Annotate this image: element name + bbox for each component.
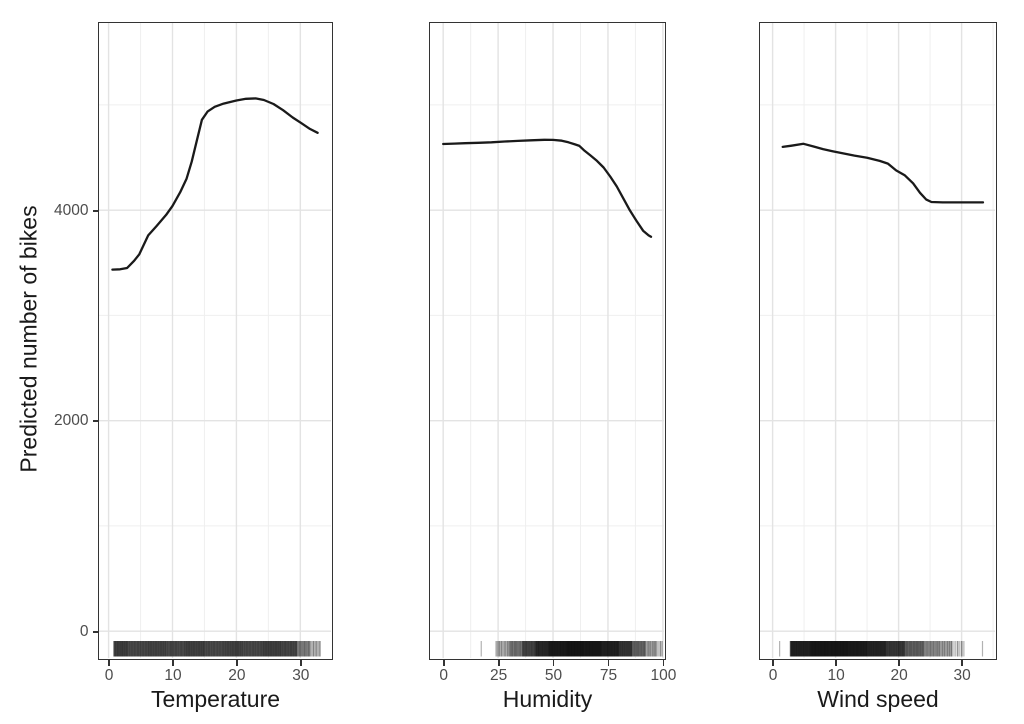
pdp-curve	[111, 97, 319, 271]
x-axis-tick	[772, 660, 774, 666]
x-tick-label: 25	[489, 666, 508, 684]
x-tick-label: 0	[104, 666, 114, 684]
pdp-curve	[781, 142, 985, 204]
x-axis-title-temperature: Temperature	[150, 686, 281, 712]
x-axis-title-humidity: Humidity	[502, 686, 593, 712]
x-axis-tick	[607, 660, 610, 666]
y-axis-tick	[92, 420, 98, 423]
x-axis-title-wind-speed: Wind speed	[817, 686, 939, 712]
x-axis-tick	[236, 660, 238, 666]
y-axis-tick	[92, 630, 98, 633]
x-tick-label: 50	[544, 666, 563, 684]
x-tick-label: 20	[228, 666, 246, 684]
x-tick-label: 20	[890, 666, 908, 684]
panel-humidity	[429, 22, 666, 660]
y-axis-tick	[92, 209, 98, 212]
x-axis-tick	[662, 660, 665, 666]
x-axis-tick	[442, 660, 445, 666]
y-tick-label: 2000	[54, 412, 89, 430]
plot-area-svg	[760, 23, 995, 658]
x-tick-label: 100	[650, 666, 677, 684]
x-tick-label: 10	[164, 666, 182, 684]
plot-area-svg	[430, 23, 664, 658]
x-axis-tick	[898, 660, 900, 666]
pdp-curve	[442, 138, 653, 238]
x-tick-label: 0	[439, 666, 448, 684]
x-axis-tick	[552, 660, 555, 666]
y-tick-label: 4000	[54, 201, 89, 219]
x-axis-tick	[961, 660, 963, 666]
x-axis-tick	[172, 660, 174, 666]
x-tick-label: 30	[292, 666, 310, 684]
x-tick-label: 75	[599, 666, 618, 684]
x-tick-label: 30	[953, 666, 971, 684]
y-axis-title: Predicted number of bikes	[15, 205, 42, 473]
x-axis-tick	[108, 660, 110, 666]
x-tick-label: 0	[768, 666, 778, 684]
panel-wind-speed	[759, 22, 997, 660]
x-tick-label: 10	[827, 666, 845, 684]
plot-area-svg	[99, 23, 331, 658]
y-tick-label: 0	[79, 622, 89, 640]
x-axis-tick	[299, 660, 302, 666]
panel-temperature	[98, 22, 333, 660]
x-axis-tick	[497, 660, 500, 666]
x-axis-tick	[835, 660, 837, 666]
